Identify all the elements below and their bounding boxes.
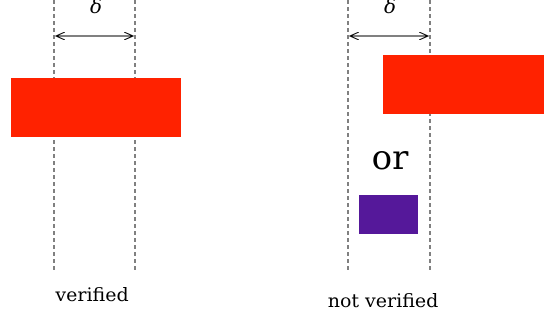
right-purple-bar bbox=[359, 195, 418, 234]
left-delta-label: δ bbox=[89, 0, 103, 18]
right-panel bbox=[347, 0, 544, 272]
left-panel bbox=[11, 0, 181, 272]
or-label: or bbox=[371, 138, 409, 178]
not-verified-caption: not verified bbox=[327, 290, 439, 312]
right-delta-label: δ bbox=[383, 0, 397, 18]
right-red-bar bbox=[383, 55, 544, 114]
verified-caption: verified bbox=[55, 284, 129, 306]
left-red-bar bbox=[11, 78, 181, 137]
